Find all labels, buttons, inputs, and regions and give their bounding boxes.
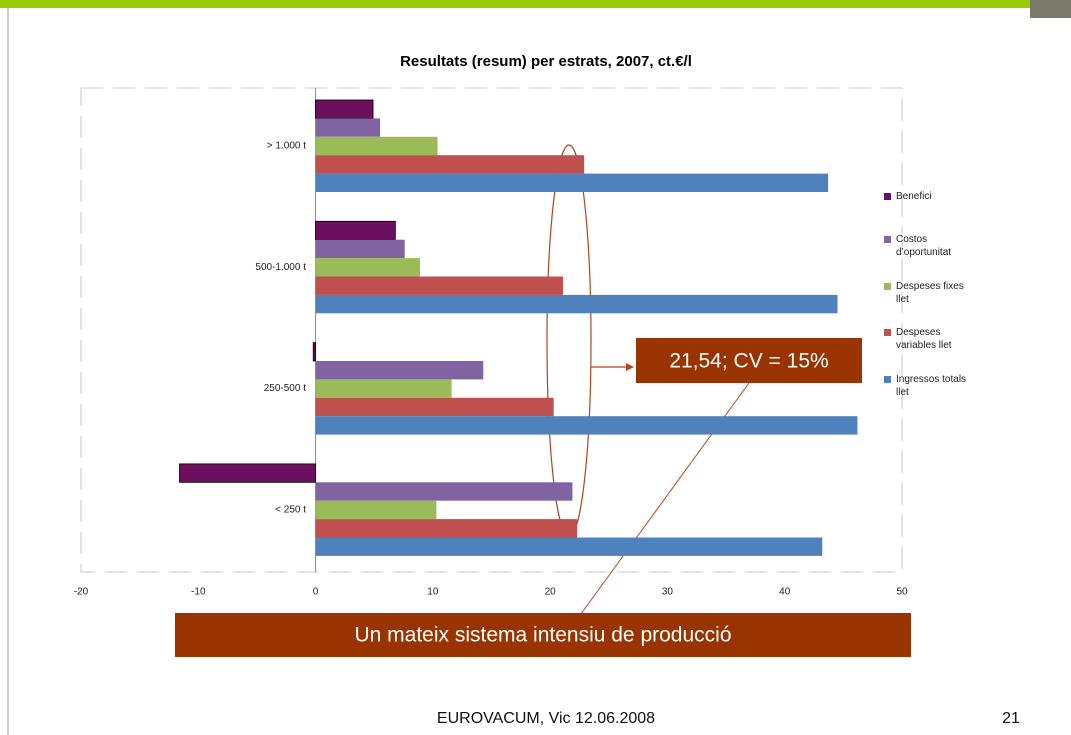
logo-fragment bbox=[1030, 0, 1071, 18]
bar bbox=[315, 276, 564, 295]
top-bar bbox=[0, 0, 1071, 8]
legend-item: Costos d’oportunitat bbox=[884, 233, 970, 259]
bar bbox=[315, 220, 396, 241]
bar bbox=[315, 397, 554, 417]
bar bbox=[315, 482, 573, 501]
footer-text: EUROVACUM, Vic 12.06.2008 bbox=[437, 710, 655, 727]
legend-swatch bbox=[884, 376, 891, 383]
bar bbox=[315, 416, 858, 435]
banner-text: Un mateix sistema intensiu de producció bbox=[354, 624, 731, 647]
bar bbox=[315, 537, 823, 556]
arrow-head bbox=[626, 363, 634, 371]
bar bbox=[315, 155, 585, 174]
bar bbox=[312, 342, 316, 362]
y-tick-label: < 250 t bbox=[275, 505, 306, 516]
legend-label: Despeses variables llet bbox=[896, 327, 952, 351]
bar bbox=[315, 258, 420, 277]
banner-box bbox=[175, 613, 911, 657]
x-tick-label: 10 bbox=[427, 587, 439, 598]
legend-label: Benefici bbox=[896, 191, 932, 202]
x-tick-label: 20 bbox=[545, 587, 557, 598]
page-number: 21 bbox=[1002, 710, 1020, 727]
legend-item: Ingressos totals llet bbox=[884, 373, 970, 399]
highlight-ellipse bbox=[546, 144, 592, 538]
chart-title: Resultats (resum) per estrats, 2007, ct.… bbox=[400, 53, 692, 70]
x-tick-label: -20 bbox=[74, 587, 89, 598]
bar bbox=[315, 519, 578, 538]
bar bbox=[315, 99, 374, 119]
legend-item: Despeses variables llet bbox=[884, 326, 970, 352]
plot-border bbox=[80, 87, 903, 573]
legend-swatch bbox=[884, 193, 891, 200]
bar bbox=[315, 294, 838, 314]
bar bbox=[315, 136, 438, 156]
legend-item: Despeses fixes llet bbox=[884, 280, 970, 306]
bar bbox=[315, 361, 484, 380]
y-tick-label: 250-500 t bbox=[264, 383, 306, 394]
callout-box bbox=[636, 338, 862, 383]
bar bbox=[315, 118, 381, 137]
legend-swatch bbox=[884, 283, 891, 290]
legend-label: Costos d’oportunitat bbox=[896, 234, 952, 258]
legend-item: Benefici bbox=[884, 190, 970, 203]
bar bbox=[315, 500, 437, 520]
legend-swatch bbox=[884, 236, 891, 243]
x-tick-label: 50 bbox=[896, 587, 908, 598]
x-tick-label: 0 bbox=[313, 587, 319, 598]
legend-label: Ingressos totals llet bbox=[896, 374, 967, 398]
bar bbox=[179, 463, 316, 483]
legend-swatch bbox=[884, 329, 891, 336]
callout-text: 21,54; CV = 15% bbox=[669, 350, 828, 373]
bar bbox=[315, 173, 829, 192]
bar bbox=[315, 379, 452, 398]
bar bbox=[315, 239, 405, 259]
x-tick-label: 40 bbox=[779, 587, 791, 598]
y-tick-label: > 1.000 t bbox=[267, 141, 306, 152]
y-tick-label: 500-1.000 t bbox=[255, 262, 306, 273]
x-tick-label: -10 bbox=[191, 587, 206, 598]
legend-label: Despeses fixes llet bbox=[896, 281, 964, 305]
x-tick-label: 30 bbox=[662, 587, 674, 598]
